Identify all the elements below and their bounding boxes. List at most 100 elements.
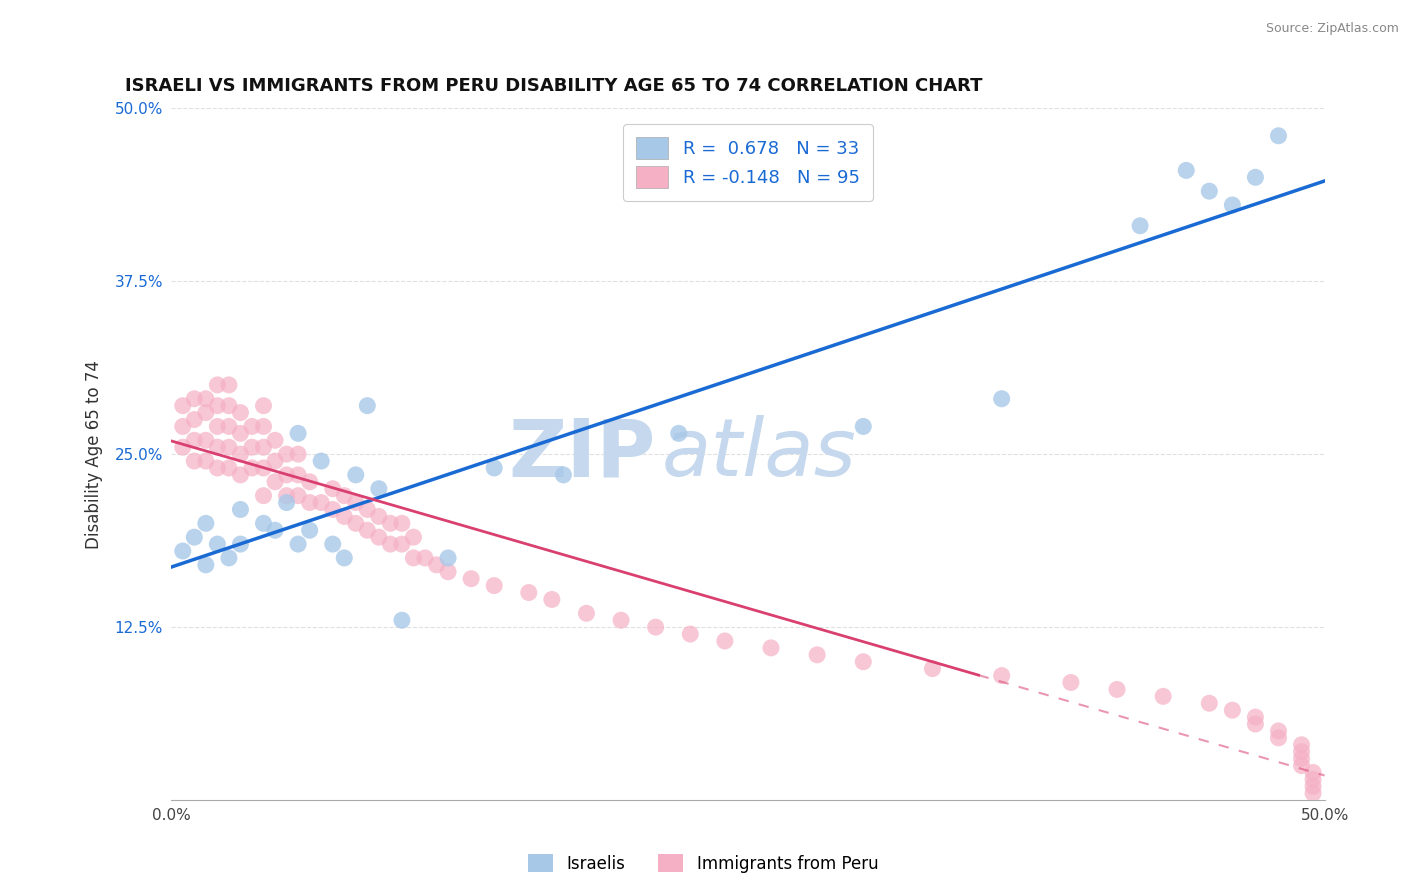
Point [380, 537, 402, 551]
Point [402, 550, 425, 565]
Point [1291, 758, 1313, 772]
Point [714, 634, 737, 648]
Point [1291, 751, 1313, 765]
Text: atlas: atlas [661, 415, 856, 493]
Point [207, 378, 229, 392]
Point [1291, 745, 1313, 759]
Point [207, 399, 229, 413]
Point [240, 461, 263, 475]
Point [1302, 786, 1324, 800]
Point [322, 482, 344, 496]
Point [194, 406, 217, 420]
Point [610, 613, 633, 627]
Point [252, 516, 274, 531]
Point [276, 495, 298, 509]
Point [229, 426, 252, 441]
Point [322, 502, 344, 516]
Point [298, 475, 321, 489]
Point [380, 516, 402, 531]
Point [1267, 731, 1289, 745]
Point [1291, 738, 1313, 752]
Point [482, 461, 505, 475]
Point [309, 495, 332, 509]
Point [482, 579, 505, 593]
Point [218, 399, 240, 413]
Point [344, 516, 367, 531]
Point [298, 523, 321, 537]
Point [218, 419, 240, 434]
Point [367, 482, 389, 496]
Point [240, 419, 263, 434]
Point [194, 392, 217, 406]
Point [298, 495, 321, 509]
Point [575, 607, 598, 621]
Point [183, 530, 205, 544]
Point [229, 447, 252, 461]
Point [218, 461, 240, 475]
Point [287, 447, 309, 461]
Point [276, 467, 298, 482]
Point [990, 392, 1012, 406]
Point [367, 530, 389, 544]
Point [333, 550, 356, 565]
Point [1244, 710, 1267, 724]
Point [229, 502, 252, 516]
Point [172, 399, 194, 413]
Y-axis label: Disability Age 65 to 74: Disability Age 65 to 74 [86, 359, 103, 549]
Point [252, 440, 274, 454]
Point [333, 489, 356, 503]
Point [806, 648, 828, 662]
Point [1302, 765, 1324, 780]
Point [391, 537, 413, 551]
Text: ISRAELI VS IMMIGRANTS FROM PERU DISABILITY AGE 65 TO 74 CORRELATION CHART: ISRAELI VS IMMIGRANTS FROM PERU DISABILI… [125, 78, 983, 95]
Point [1302, 780, 1324, 794]
Point [287, 489, 309, 503]
Point [287, 426, 309, 441]
Point [1267, 723, 1289, 738]
Point [852, 419, 875, 434]
Point [1244, 717, 1267, 731]
Point [183, 392, 205, 406]
Point [644, 620, 666, 634]
Point [264, 523, 287, 537]
Point [391, 516, 413, 531]
Point [252, 461, 274, 475]
Point [402, 530, 425, 544]
Point [172, 419, 194, 434]
Point [194, 516, 217, 531]
Point [990, 668, 1012, 682]
Point [425, 558, 447, 572]
Point [287, 467, 309, 482]
Point [264, 434, 287, 448]
Point [679, 627, 702, 641]
Point [437, 565, 460, 579]
Point [356, 523, 378, 537]
Point [229, 406, 252, 420]
Point [1222, 198, 1244, 212]
Point [194, 454, 217, 468]
Point [207, 537, 229, 551]
Point [1152, 690, 1174, 704]
Point [344, 467, 367, 482]
Point [276, 489, 298, 503]
Point [240, 440, 263, 454]
Point [437, 550, 460, 565]
Point [668, 426, 690, 441]
Point [413, 550, 436, 565]
Point [1129, 219, 1152, 233]
Text: ZIP: ZIP [509, 415, 655, 493]
Point [252, 399, 274, 413]
Point [517, 585, 540, 599]
Point [218, 550, 240, 565]
Point [1060, 675, 1083, 690]
Point [921, 662, 943, 676]
Point [356, 399, 378, 413]
Point [1222, 703, 1244, 717]
Point [1267, 128, 1289, 143]
Point [553, 467, 575, 482]
Point [1302, 772, 1324, 787]
Point [1105, 682, 1128, 697]
Point [309, 454, 332, 468]
Point [252, 419, 274, 434]
Point [172, 544, 194, 558]
